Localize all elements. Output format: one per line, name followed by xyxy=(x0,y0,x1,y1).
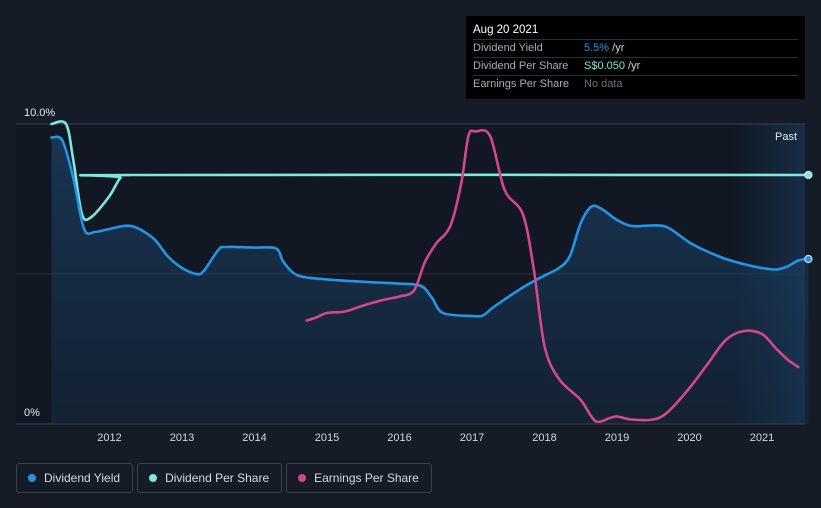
tooltip-key: Dividend Yield xyxy=(473,42,543,54)
dividend-yield-area xyxy=(51,136,809,424)
tooltip-key: Earnings Per Share xyxy=(473,78,569,90)
yield-value: 5.5% xyxy=(584,42,610,54)
dividend-per-share-end-marker xyxy=(804,170,813,180)
legend-label: Earnings Per Share xyxy=(314,471,419,485)
tooltip-row-dividend-per-share: Dividend Per Share S$0.050 /yr xyxy=(473,57,798,75)
dps-value: S$0.050 xyxy=(584,60,625,72)
x-tick-label: 2012 xyxy=(97,432,121,444)
x-tick-label: 2019 xyxy=(605,432,629,444)
x-tick-label: 2021 xyxy=(750,432,774,444)
tooltip-date: Aug 20 2021 xyxy=(473,24,539,36)
legend-item-dividend-yield[interactable]: Dividend Yield xyxy=(16,463,134,493)
x-tick-label: 2017 xyxy=(460,432,484,444)
legend-dot-icon xyxy=(28,474,36,482)
dividend-yield-line xyxy=(50,135,810,318)
x-tick-label: 2020 xyxy=(677,432,701,444)
x-tick-label: 2015 xyxy=(315,432,339,444)
dividend-per-share-line xyxy=(50,120,810,222)
y-tick-bottom: 0% xyxy=(24,407,40,419)
chart-legend: Dividend Yield Dividend Per Share Earnin… xyxy=(16,463,432,493)
tooltip-row-earnings-per-share: Earnings Per Share No data xyxy=(473,75,798,93)
tooltip-row-dividend-yield: Dividend Yield 5.5% /yr xyxy=(473,39,798,57)
legend-label: Dividend Per Share xyxy=(165,471,270,485)
eps-value: No data xyxy=(584,78,623,90)
tooltip-key: Dividend Per Share xyxy=(473,60,569,72)
yield-unit: /yr xyxy=(609,42,625,54)
legend-item-earnings-per-share[interactable]: Earnings Per Share xyxy=(286,463,432,493)
earnings-per-share-line xyxy=(305,128,800,424)
legend-item-dividend-per-share[interactable]: Dividend Per Share xyxy=(137,463,283,493)
legend-label: Dividend Yield xyxy=(44,471,121,485)
x-tick-label: 2014 xyxy=(242,432,266,444)
legend-dot-icon xyxy=(149,474,158,482)
legend-dot-icon xyxy=(298,474,307,482)
tooltip-panel: Aug 20 2021 Dividend Yield 5.5% /yr Divi… xyxy=(466,16,805,99)
dividend-yield-end-marker xyxy=(804,254,813,264)
y-tick-top: 10.0% xyxy=(24,107,55,119)
x-tick-label: 2018 xyxy=(532,432,556,444)
tooltip-value: 5.5% /yr xyxy=(584,40,624,57)
dps-unit: /yr xyxy=(624,60,641,72)
tooltip-value: No data xyxy=(584,76,623,93)
tooltip-value: S$0.050 /yr xyxy=(584,58,640,75)
x-tick-label: 2013 xyxy=(170,432,194,444)
past-label: Past xyxy=(775,131,797,143)
x-tick-label: 2016 xyxy=(387,432,411,444)
